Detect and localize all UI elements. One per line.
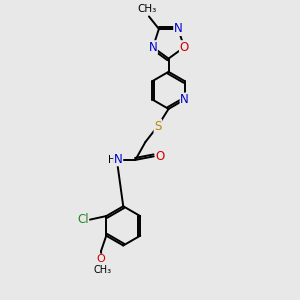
Text: H: H [108,155,116,165]
Text: S: S [154,119,161,133]
Text: O: O [179,41,189,54]
Text: N: N [174,22,183,35]
Text: N: N [180,93,189,106]
Text: O: O [155,150,165,163]
Text: CH₃: CH₃ [94,265,112,275]
Text: Cl: Cl [77,213,88,226]
Text: N: N [114,153,123,166]
Text: O: O [97,254,105,264]
Text: CH₃: CH₃ [138,4,157,14]
Text: N: N [148,41,157,54]
